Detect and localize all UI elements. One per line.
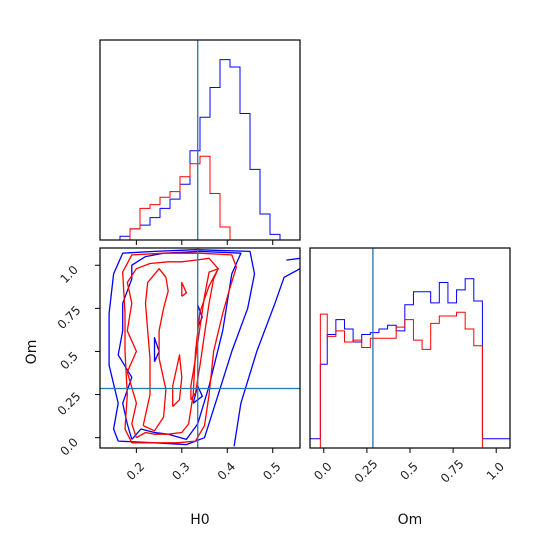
hist-om-series-0-steps: [309, 278, 511, 448]
y-axis-label-om: Om: [24, 340, 40, 365]
contour-ytick-label-3: 0.75: [55, 303, 84, 332]
x-axis-label-om: Om: [398, 512, 423, 528]
contour-series-0-level-2: [233, 268, 300, 447]
contour-lines: [100, 248, 300, 448]
histogram-h0-frame: [99, 39, 301, 241]
contour-series-1-level-3: [172, 354, 183, 408]
contour-series-1-level-1: [122, 252, 238, 444]
contour-frame: [99, 247, 301, 449]
contour-panel: 0.2 0.3 0.4 0.5 0.0 0.25 0.5 0.75 1.0: [55, 247, 301, 483]
contour-xtick-label-0: 0.2: [124, 459, 147, 482]
hist-om-xtick-label-3: 0.75: [438, 457, 467, 486]
contour-series-1-level-0: [126, 257, 219, 439]
hist-om-xtick-label-1: 0.25: [352, 457, 381, 486]
contour-series-0-level-0: [117, 250, 242, 441]
hist-om-xtick-label-2: 0.5: [397, 459, 420, 482]
contour-series-0-level-5: [153, 337, 160, 363]
contour-ytick-label-0: 0.0: [57, 435, 80, 458]
histogram-h0-panel: [99, 39, 301, 245]
contour-ytick-label-2: 0.5: [57, 349, 80, 372]
contour-xtick-label-1: 0.3: [169, 459, 192, 482]
contour-series-1-level-5: [190, 268, 219, 401]
contour-xtick-label-2: 0.4: [215, 459, 238, 482]
contour-xtick-label-3: 0.5: [260, 459, 283, 482]
contour-series-0-level-3: [286, 257, 300, 261]
histogram-om-panel: 0.0 0.25 0.5 0.75 1.0: [309, 247, 511, 486]
histogram-om-frame: [309, 247, 511, 449]
hist-om-xtick-label-4: 1.0: [484, 459, 507, 482]
hist-om-series-1-steps: [310, 311, 510, 449]
contour-series-1-level-2: [142, 268, 169, 432]
hist-om-xtick-label-0: 0.0: [311, 459, 334, 482]
contour-ytick-label-1: 0.25: [55, 389, 84, 418]
contour-series-1-level-4: [181, 281, 188, 297]
contour-ytick-label-4: 1.0: [57, 263, 80, 286]
x-axis-label-h0: H0: [190, 512, 209, 528]
contour-series-0-level-1: [108, 249, 256, 446]
hist-h0-series-0-steps: [100, 59, 300, 241]
